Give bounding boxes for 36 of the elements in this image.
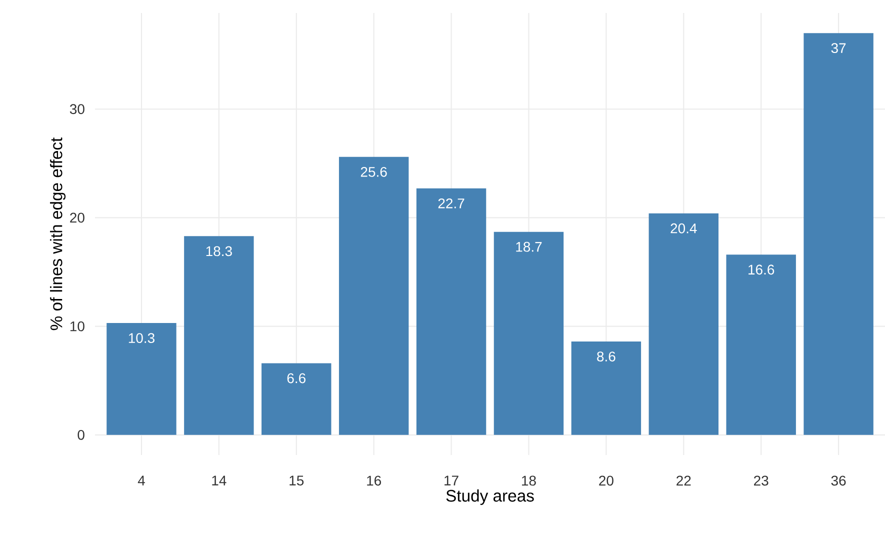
bar [184,236,254,435]
x-axis-title: Study areas [446,489,534,505]
data-label: 16.6 [748,264,774,275]
x-tick-label: 15 [290,476,304,486]
bar [106,323,176,435]
bar [571,342,642,435]
data-label: 25.6 [360,166,387,177]
data-label: 37 [831,43,846,54]
data-label: 18.7 [516,242,542,252]
bar [416,188,486,435]
x-tick-label: 23 [754,476,768,486]
x-tick-label: 22 [676,476,691,486]
data-label: 10.3 [128,333,154,344]
y-tick-label: 20 [70,212,84,223]
x-tick-label: 17 [444,476,458,486]
data-label: 18.3 [206,246,232,256]
data-label: 6.6 [287,373,306,384]
y-tick-label: 10 [70,321,84,332]
y-tick-label: 30 [70,104,84,114]
data-label: 8.6 [597,352,616,362]
y-axis-title: % of lines with edge effect [50,137,66,330]
x-tick-label: 14 [212,476,226,486]
bar [726,254,796,435]
data-label: 22.7 [438,198,464,208]
x-tick-label: 36 [831,476,846,486]
bar [262,363,332,435]
bar [494,232,564,435]
bar [338,156,409,435]
x-tick-label: 16 [367,476,381,486]
bar [804,33,874,435]
x-tick-label: 18 [522,476,536,486]
x-tick-label: 4 [138,476,145,486]
bar [648,213,718,435]
x-tick-label: 20 [599,476,614,486]
y-tick-label: 0 [78,430,84,440]
data-label: 20.4 [670,223,697,234]
